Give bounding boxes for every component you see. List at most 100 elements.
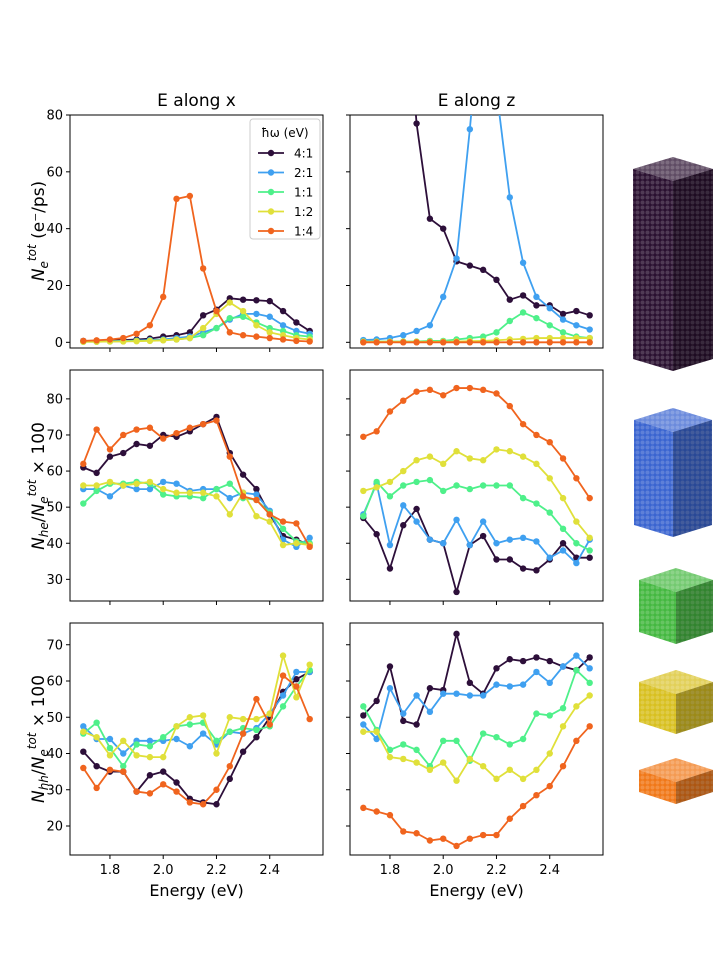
data-point [479, 532, 487, 540]
legend-marker [267, 169, 275, 176]
data-point [186, 721, 194, 728]
data-point [106, 453, 114, 460]
data-point [586, 654, 593, 661]
legend-label: 1:1 [294, 186, 313, 200]
data-point [519, 292, 527, 299]
data-point [400, 339, 407, 346]
data-point [279, 672, 287, 679]
data-point [466, 262, 474, 269]
data-point [120, 334, 127, 342]
data-point [213, 737, 220, 745]
data-point [306, 338, 313, 345]
data-point [213, 417, 220, 424]
data-point [160, 781, 167, 788]
data-point [586, 534, 593, 542]
data-point [386, 685, 394, 692]
data-point [466, 485, 474, 493]
data-point [160, 478, 167, 486]
data-point [559, 494, 567, 502]
data-point [426, 536, 434, 543]
data-point [293, 540, 300, 547]
data-point [106, 735, 114, 743]
data-point [279, 307, 287, 315]
labels-group: Energy (eV) Energy (eV) Netot (e⁻/ps) Nhe/N… [25, 181, 524, 900]
data-point [506, 656, 513, 663]
data-point [559, 723, 567, 730]
data-point [80, 723, 87, 730]
data-point [426, 685, 434, 692]
data-point [426, 339, 434, 346]
data-point [80, 482, 87, 489]
data-point [493, 390, 500, 397]
plot-frame [349, 622, 604, 856]
x-axis-label: Energy (eV) [429, 881, 523, 900]
series-line-2to1 [83, 480, 311, 548]
data-point [413, 478, 420, 486]
data-point [586, 679, 593, 687]
y-tick-label: 70 [46, 638, 63, 653]
data-point [559, 329, 567, 336]
data-point [440, 225, 447, 232]
data-point [400, 717, 407, 725]
data-point [373, 428, 380, 435]
data-point [493, 733, 500, 741]
series-line-2to1 [362, 654, 591, 740]
data-point [239, 332, 247, 339]
series-line-1to4 [362, 387, 591, 499]
data-point [519, 775, 527, 783]
data-point [400, 467, 407, 475]
data-point [213, 485, 220, 493]
data-point [453, 339, 460, 346]
y-tick-label: 50 [46, 711, 63, 726]
data-point [133, 426, 140, 433]
data-point [293, 668, 300, 676]
data-point [279, 541, 287, 549]
data-point [453, 737, 460, 745]
data-point [466, 835, 474, 842]
data-point [573, 518, 580, 525]
data-point [586, 692, 593, 699]
data-point [400, 828, 407, 835]
data-point [120, 762, 127, 770]
series-line-2to1 [82, 671, 310, 755]
data-point [253, 322, 260, 329]
y-tick-label: 80 [46, 109, 63, 124]
data-point [160, 491, 167, 498]
data-point [133, 330, 140, 337]
data-point [479, 386, 487, 394]
legend-marker [267, 149, 275, 157]
data-point [440, 759, 447, 766]
data-point [533, 766, 540, 774]
data-point [519, 494, 527, 502]
data-point [426, 453, 434, 460]
data-point [226, 329, 233, 336]
series-line-2to1-spike [498, 115, 511, 198]
data-point [373, 484, 380, 491]
data-point [573, 540, 580, 547]
data-point [173, 195, 180, 203]
data-point [253, 333, 260, 340]
column-title: E along x [157, 91, 236, 111]
data-point [440, 737, 447, 745]
data-point [373, 478, 380, 486]
legend: ħω (eV) 4:1 2:1 1:1 1:2 1:4 [249, 118, 321, 240]
data-point [186, 192, 194, 200]
data-point [533, 654, 540, 661]
data-point [586, 326, 593, 333]
data-point [239, 313, 247, 320]
data-point [373, 339, 380, 346]
legend-box [249, 118, 321, 240]
data-point [493, 540, 500, 547]
data-point [106, 752, 114, 759]
plot-frame [349, 114, 604, 349]
data-point [413, 505, 420, 513]
data-point [80, 748, 87, 755]
data-point [400, 741, 407, 748]
data-point [506, 683, 513, 690]
data-point [493, 339, 500, 346]
data-point [506, 556, 513, 563]
data-point [186, 799, 194, 806]
series-group [80, 413, 313, 551]
data-point [466, 692, 474, 699]
data-point [466, 755, 474, 763]
